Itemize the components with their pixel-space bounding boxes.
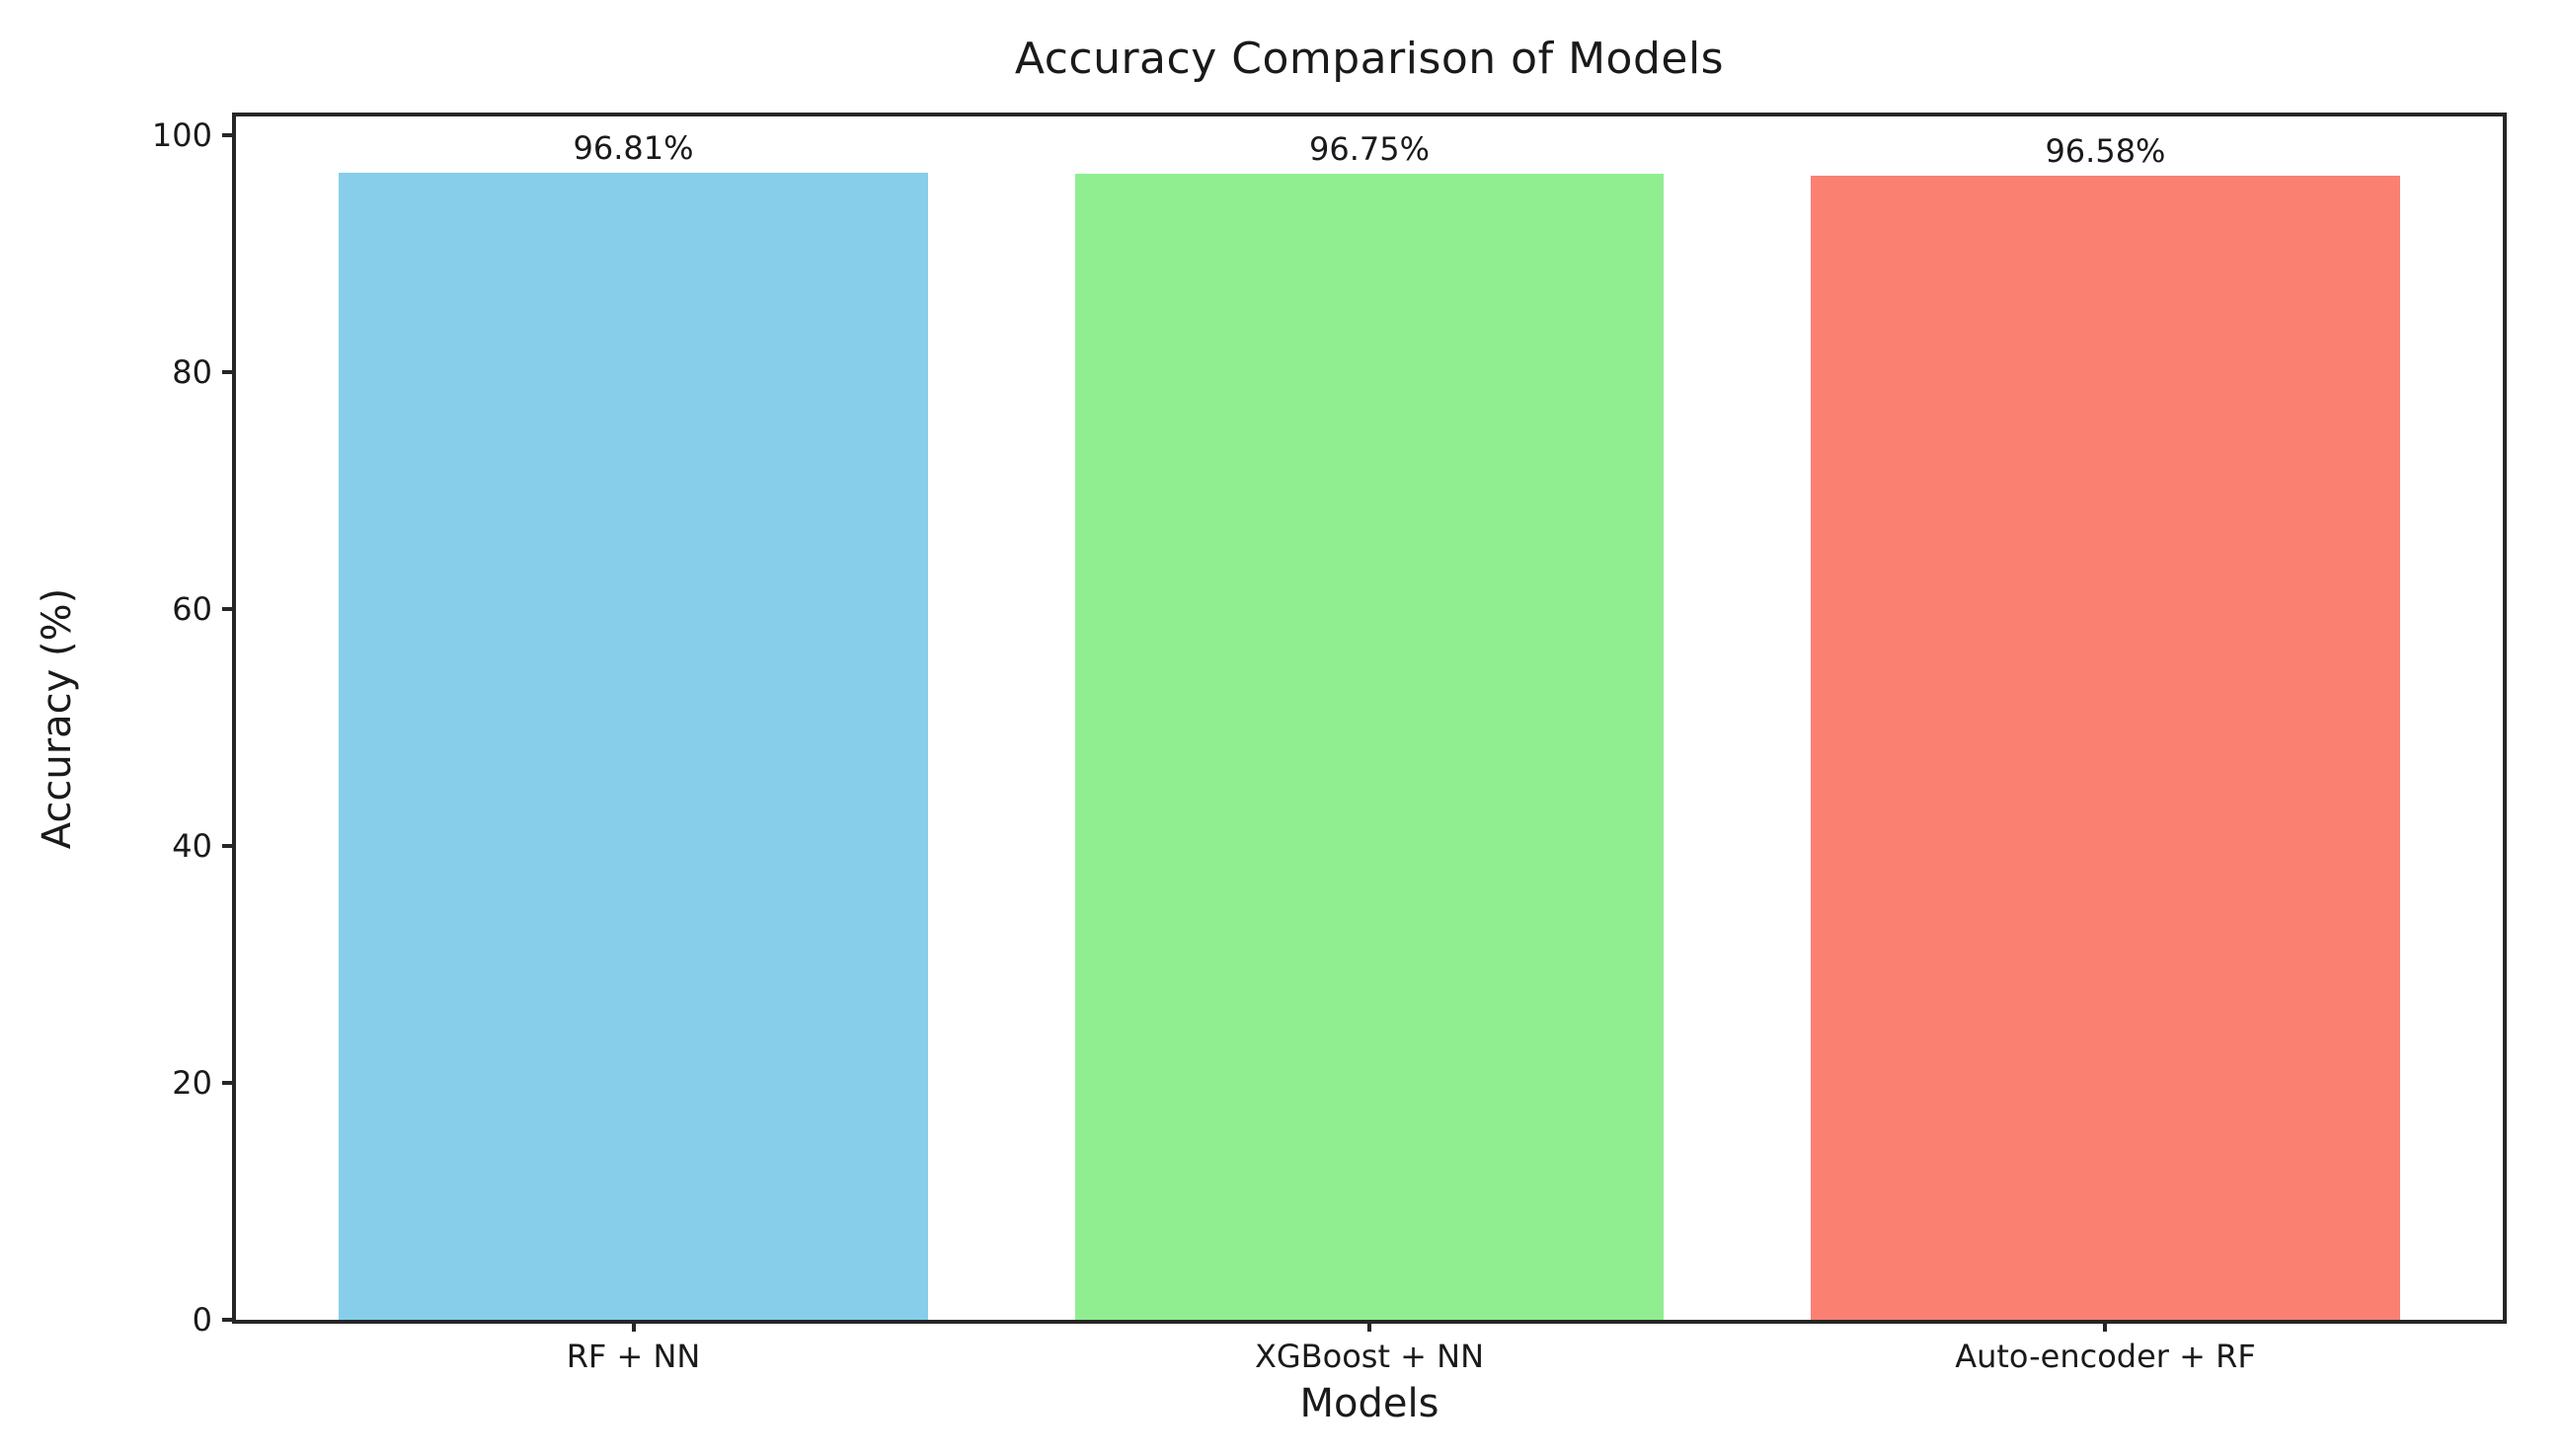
bar-value-label: 96.75%: [1308, 130, 1431, 169]
y-tick-mark: [222, 844, 236, 849]
bar-value-label: 96.58%: [2045, 132, 2166, 171]
x-tick-label: RF + NN: [566, 1338, 701, 1375]
y-tick-label: 40: [172, 827, 212, 866]
x-tick-mark: [631, 1320, 636, 1332]
y-tick-mark: [222, 1318, 236, 1322]
y-tick-label: 20: [172, 1064, 212, 1103]
y-tick-label: 0: [192, 1301, 212, 1339]
axis-spine: [232, 1320, 2507, 1324]
y-tick-mark: [222, 607, 236, 612]
x-tick-label: XGBoost + NN: [1254, 1338, 1485, 1375]
x-tick-mark: [2103, 1320, 2108, 1332]
axis-spine: [232, 113, 2507, 116]
bar: [339, 173, 928, 1320]
y-tick-label: 60: [172, 590, 212, 629]
y-tick-label: 80: [172, 353, 212, 392]
axis-spine: [2503, 113, 2507, 1324]
chart-title: Accuracy Comparison of Models: [1014, 34, 1725, 84]
x-tick-mark: [1367, 1320, 1371, 1332]
plot-area: 96.81% 96.75% 96.58%: [236, 116, 2503, 1320]
y-tick-mark: [222, 370, 236, 375]
y-tick-label: 100: [151, 116, 212, 155]
bar: [1074, 174, 1665, 1320]
x-tick-label: Auto-encoder + RF: [1955, 1338, 2256, 1375]
x-axis-label: Models: [1299, 1381, 1439, 1426]
bar-value-label: 96.81%: [573, 129, 694, 168]
y-axis-label: Accuracy (%): [35, 587, 80, 849]
bar: [1811, 176, 2400, 1320]
axis-spine: [232, 113, 236, 1324]
y-tick-mark: [222, 1081, 236, 1086]
y-tick-mark: [222, 133, 236, 138]
